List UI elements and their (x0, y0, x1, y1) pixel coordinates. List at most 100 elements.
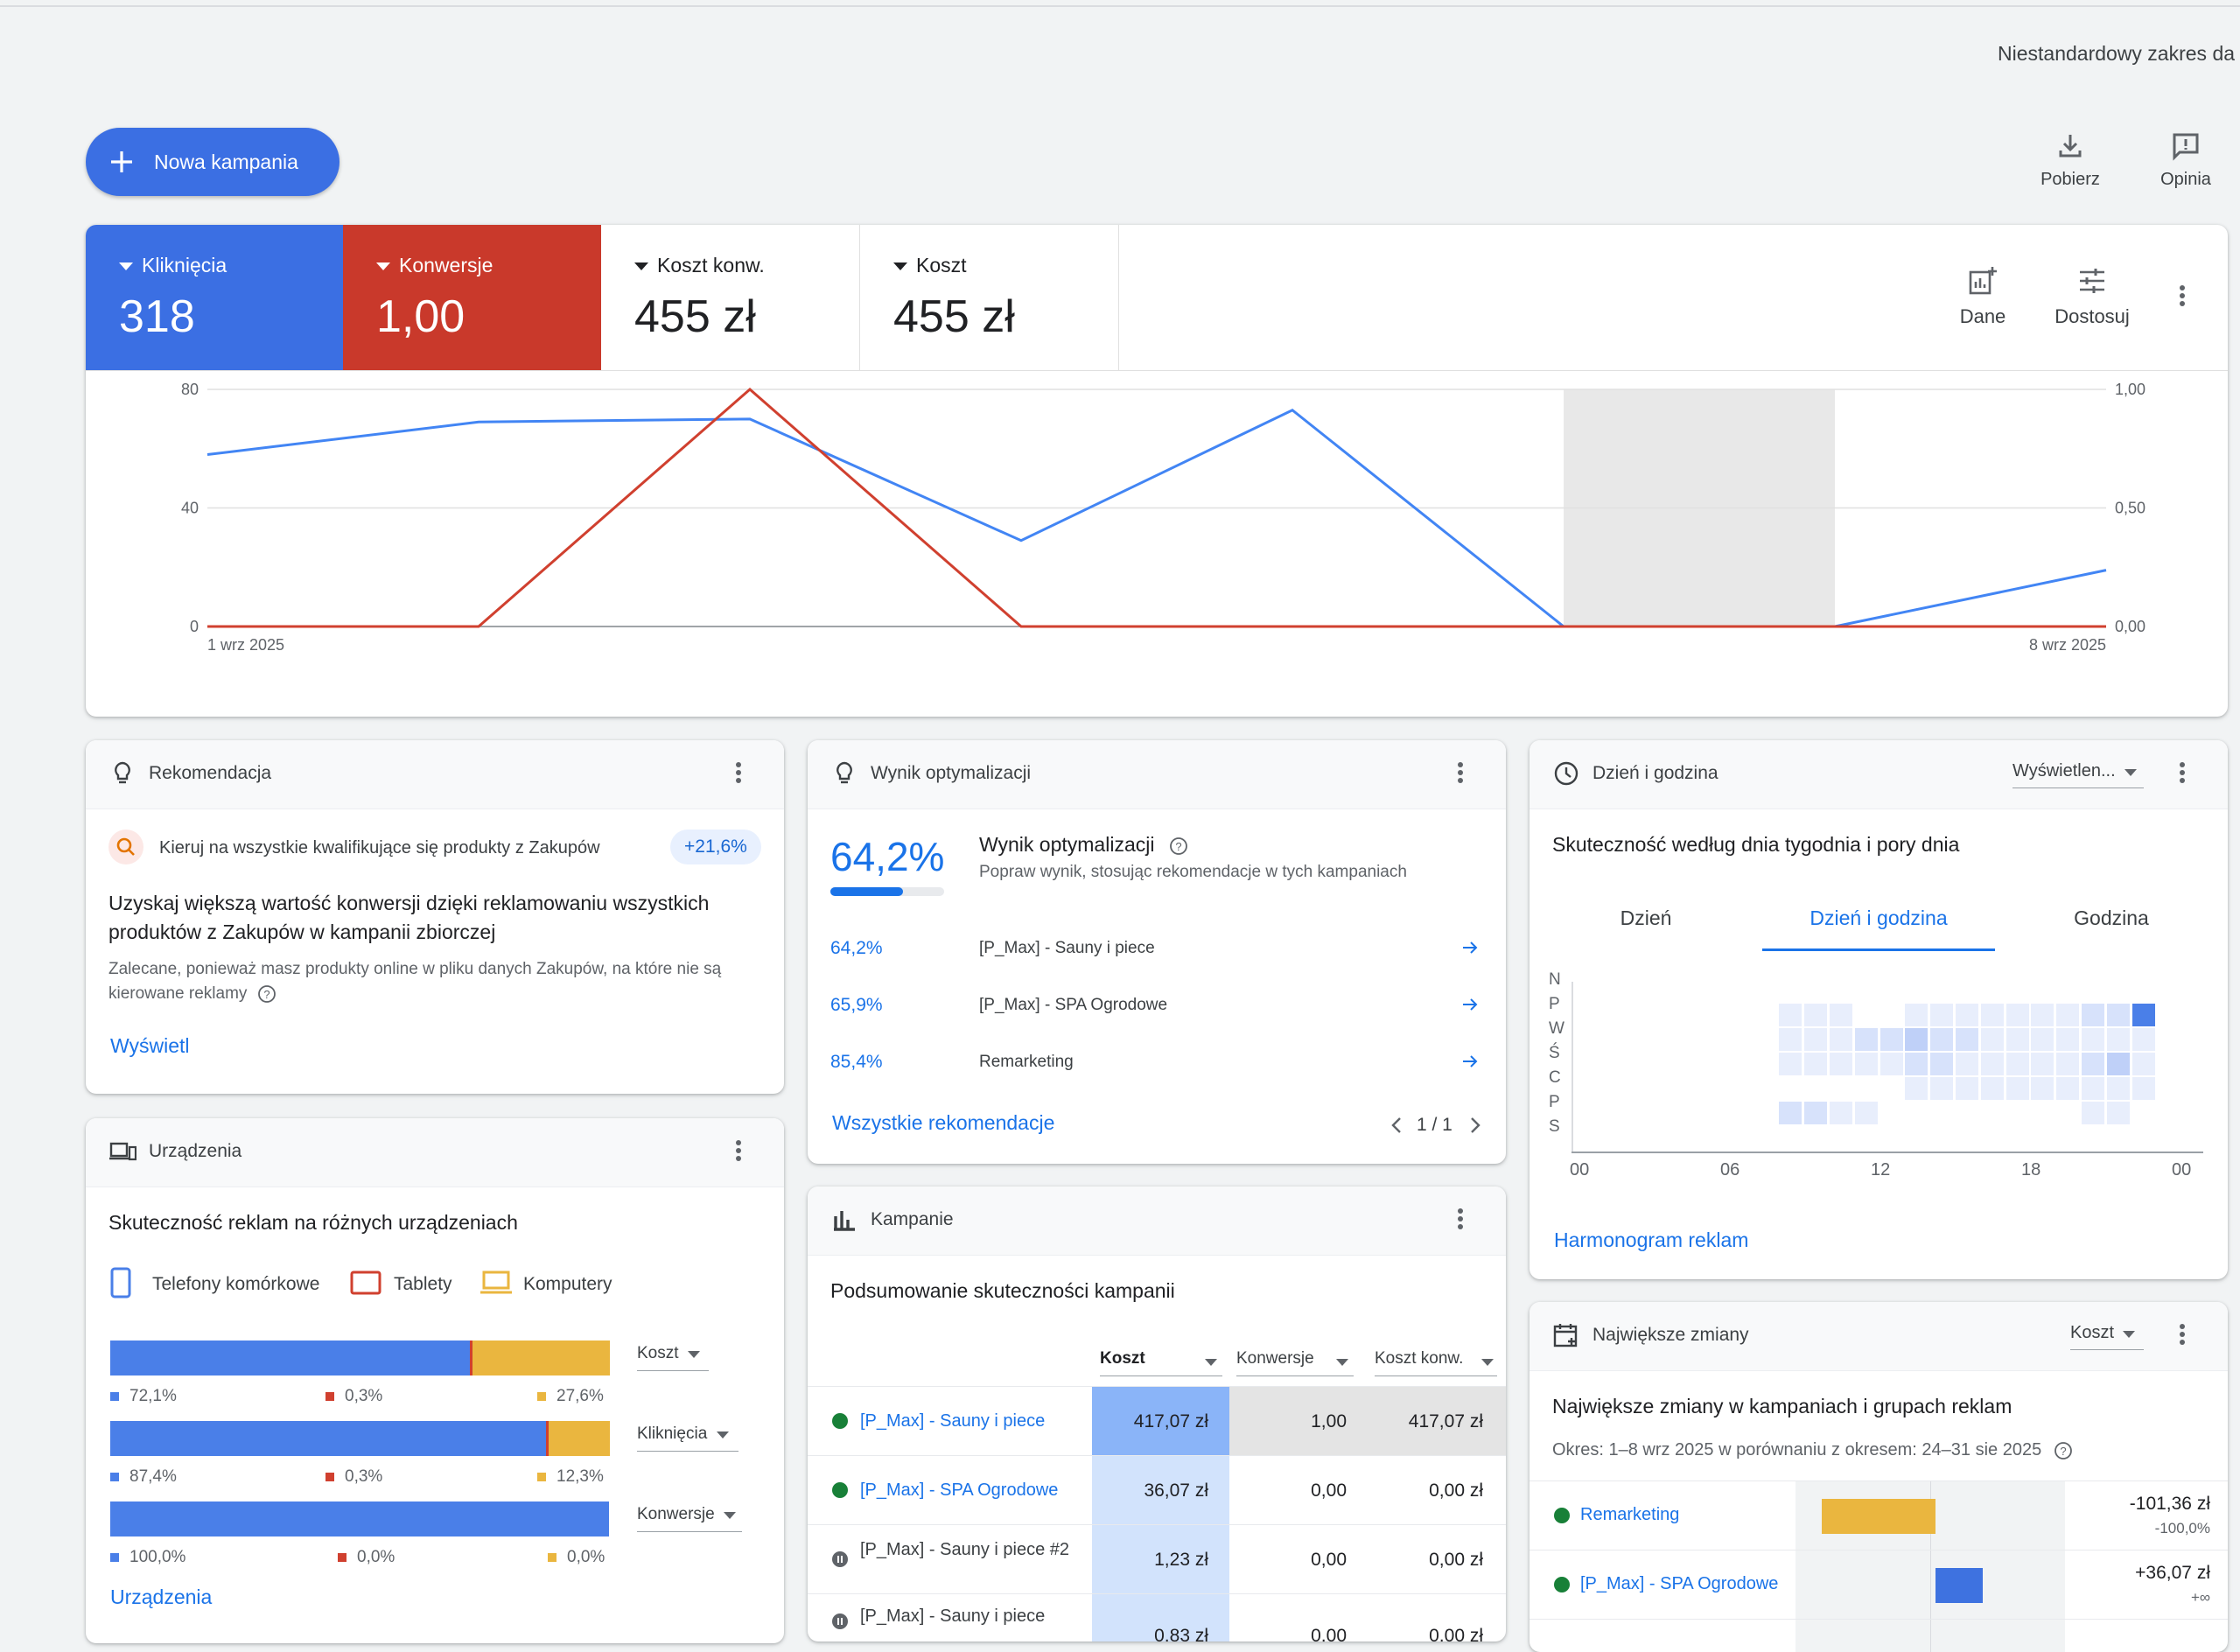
devices-more-menu[interactable] (732, 1138, 746, 1169)
campaign-name[interactable]: [P_Max] - Sauny i piece (860, 1606, 1046, 1626)
heatmap-cell[interactable] (2082, 1028, 2104, 1051)
table-row[interactable]: [P_Max] - Sauny i piece 0,83 zł 0,00 0,0… (808, 1594, 1506, 1642)
scorecard-conversions[interactable]: Konwersje 1,00 (343, 225, 601, 370)
feedback-button[interactable]: Opinia (2144, 131, 2228, 192)
campaign-name[interactable]: [P_Max] - Sauny i piece #2 (860, 1540, 1070, 1559)
heatmap-cell[interactable] (2132, 1004, 2155, 1026)
daytime-more-menu[interactable] (2175, 760, 2189, 791)
heatmap-cell[interactable] (1854, 1028, 1878, 1051)
heatmap-cell[interactable] (2031, 1077, 2054, 1100)
heatmap-cell[interactable] (2106, 1077, 2130, 1100)
heatmap-cell[interactable] (2132, 1053, 2155, 1075)
heatmap-cell[interactable] (1905, 1053, 1928, 1075)
change-campaign-link[interactable]: [P_Max] - SPA Ogrodowe (1580, 1574, 1779, 1593)
column-header-conversions[interactable]: Konwersje (1236, 1349, 1354, 1376)
help-icon[interactable]: ? (1169, 836, 1188, 856)
arrow-right-icon[interactable] (1460, 995, 1480, 1018)
heatmap-cell[interactable] (2006, 1077, 2029, 1100)
heatmap-cell[interactable] (1830, 1028, 1852, 1051)
heatmap-cell[interactable] (2082, 1077, 2104, 1100)
heatmap-cell[interactable] (2056, 1028, 2080, 1051)
heatmap-cell[interactable] (2082, 1102, 2104, 1124)
heatmap-cell[interactable] (1779, 1102, 1802, 1124)
heatmap-cell[interactable] (2056, 1004, 2080, 1026)
heatmap-cell[interactable] (2056, 1053, 2080, 1075)
scorecard-clicks[interactable]: Kliknięcia 318 (86, 225, 343, 370)
heatmap-cell[interactable] (1779, 1004, 1802, 1026)
view-select[interactable]: Wyświetlen... (2012, 761, 2144, 788)
column-header-cpa[interactable]: Koszt konw. (1375, 1349, 1497, 1376)
heatmap-cell[interactable] (1930, 1004, 1954, 1026)
help-icon[interactable]: ? (257, 984, 276, 1004)
heatmap-cell[interactable] (2082, 1053, 2104, 1075)
scorecard-cpa[interactable]: Koszt konw. 455 zł (601, 225, 860, 370)
arrow-right-icon[interactable] (1460, 938, 1480, 962)
recommendation-more-menu[interactable] (732, 760, 746, 791)
optimization-more-menu[interactable] (1453, 760, 1467, 791)
table-row[interactable]: [P_Max] - Sauny i piece 417,07 zł 1,00 4… (808, 1387, 1506, 1455)
optimization-row[interactable]: 64,2% [P_Max] - Sauny i piece (808, 926, 1506, 975)
changes-more-menu[interactable] (2175, 1321, 2189, 1353)
tab-day[interactable]: Dzień (1620, 906, 1672, 929)
heatmap-cell[interactable] (1980, 1077, 2004, 1100)
customize-button[interactable]: Dostosuj (2044, 265, 2140, 328)
heatmap-cell[interactable] (1830, 1053, 1852, 1075)
metric-select[interactable]: Konwersje (637, 1505, 742, 1532)
heatmap-cell[interactable] (1880, 1028, 1903, 1051)
heatmap-cell[interactable] (1779, 1028, 1802, 1051)
heatmap-cell[interactable] (1930, 1028, 1954, 1051)
changes-metric-select[interactable]: Koszt (2070, 1323, 2144, 1350)
heatmap-cell[interactable] (1880, 1053, 1903, 1075)
table-row[interactable]: [P_Max] - SPA Ogrodowe 36,07 zł 0,00 0,0… (808, 1456, 1506, 1524)
optimization-row[interactable]: 65,9% [P_Max] - SPA Ogrodowe (808, 983, 1506, 1032)
heatmap-cell[interactable] (1956, 1053, 1978, 1075)
campaigns-more-menu[interactable] (1453, 1206, 1467, 1237)
metric-select[interactable]: Koszt (637, 1344, 709, 1371)
campaign-name-link[interactable]: [P_Max] - SPA Ogrodowe (860, 1480, 1059, 1500)
heatmap-cell[interactable] (2006, 1053, 2029, 1075)
all-recommendations-link[interactable]: Wszystkie rekomendacje (832, 1111, 1055, 1134)
heatmap-cell[interactable] (1956, 1077, 1978, 1100)
heatmap-cell[interactable] (1804, 1102, 1828, 1124)
heatmap-cell[interactable] (1980, 1004, 2004, 1026)
heatmap-cell[interactable] (1905, 1077, 1928, 1100)
chevron-left-icon[interactable] (1389, 1115, 1406, 1140)
change-row[interactable]: Remarketing -101,36 zł -100,0% (1530, 1481, 2228, 1550)
scorecard-cost[interactable]: Koszt 455 zł (860, 225, 1119, 370)
heatmap-cell[interactable] (1779, 1053, 1802, 1075)
heatmap-cell[interactable] (1980, 1053, 2004, 1075)
heatmap-cell[interactable] (1905, 1028, 1928, 1051)
devices-link[interactable]: Urządzenia (110, 1586, 213, 1608)
heatmap-cell[interactable] (1830, 1102, 1852, 1124)
heatmap-cell[interactable] (2006, 1028, 2029, 1051)
heatmap-cell[interactable] (2006, 1004, 2029, 1026)
heatmap-cell[interactable] (1830, 1004, 1852, 1026)
metric-select[interactable]: Kliknięcia (637, 1424, 738, 1452)
view-recommendation-link[interactable]: Wyświetl (110, 1034, 190, 1057)
heatmap-cell[interactable] (2106, 1028, 2130, 1051)
recommendation-item[interactable]: Kieruj na wszystkie kwalifikujące się pr… (108, 830, 761, 868)
ad-schedule-link[interactable]: Harmonogram reklam (1554, 1228, 1749, 1251)
date-range-label[interactable]: Niestandardowy zakres da (1998, 42, 2236, 65)
heatmap-cell[interactable] (2132, 1077, 2155, 1100)
tab-hour[interactable]: Godzina (2074, 906, 2149, 929)
heatmap-cell[interactable] (1905, 1004, 1928, 1026)
table-row[interactable]: [P_Max] - Sauny i piece #2 1,23 zł 0,00 … (808, 1525, 1506, 1593)
heatmap-cell[interactable] (1854, 1102, 1878, 1124)
heatmap-cell[interactable] (2106, 1102, 2130, 1124)
heatmap-cell[interactable] (1956, 1004, 1978, 1026)
heatmap-cell[interactable] (2132, 1028, 2155, 1051)
column-header-cost[interactable]: Koszt (1100, 1349, 1222, 1376)
heatmap-cell[interactable] (2031, 1053, 2054, 1075)
heatmap-cell[interactable] (2082, 1004, 2104, 1026)
help-icon[interactable]: ? (2054, 1441, 2073, 1460)
heatmap-cell[interactable] (1930, 1053, 1954, 1075)
heatmap-cell[interactable] (1980, 1028, 2004, 1051)
download-button[interactable]: Pobierz (2028, 131, 2112, 192)
chevron-right-icon[interactable] (1466, 1115, 1483, 1140)
campaign-name-link[interactable]: [P_Max] - Sauny i piece (860, 1411, 1046, 1431)
arrow-right-icon[interactable] (1460, 1052, 1480, 1075)
heatmap-cell[interactable] (1956, 1028, 1978, 1051)
heatmap-cell[interactable] (2031, 1028, 2054, 1051)
heatmap-cell[interactable] (2106, 1004, 2130, 1026)
